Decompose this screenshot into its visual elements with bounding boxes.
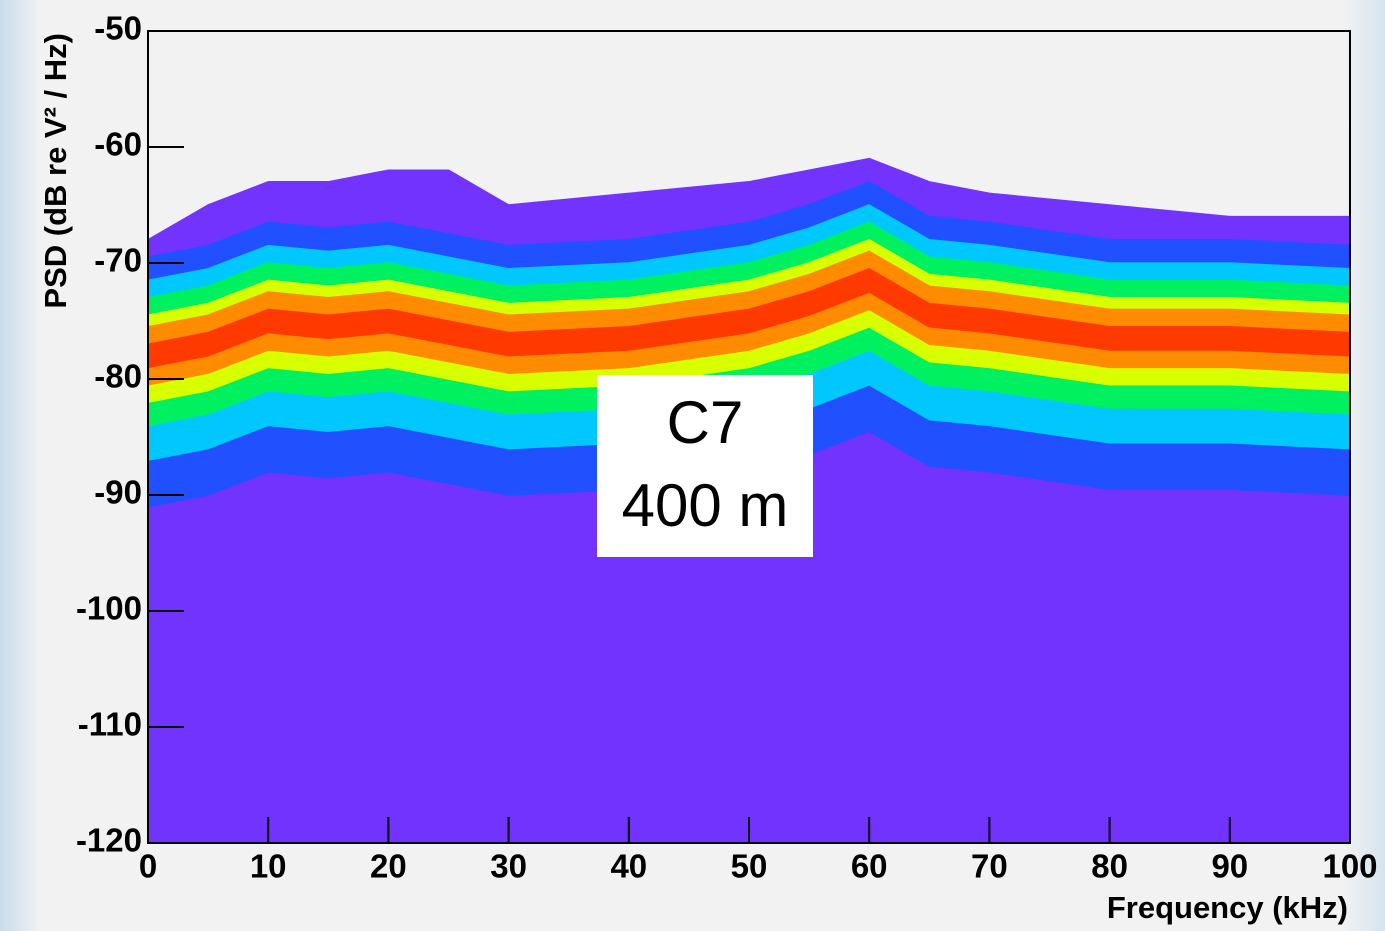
y-tick-label: -70 <box>94 242 142 279</box>
x-tick-label: 20 <box>370 848 407 885</box>
annotation-text: 400 m <box>622 472 789 539</box>
y-tick-label: -120 <box>76 822 142 859</box>
annotation-text: C7 <box>667 389 744 456</box>
annotation-box <box>597 375 813 557</box>
x-tick-label: 70 <box>971 848 1008 885</box>
axes: -120 -110 -100 -90 -80 -70 -60 -50 0 10 20 30 40 50 60… <box>76 10 1378 885</box>
y-tick-label: -80 <box>94 358 142 395</box>
x-axis-label: Frequency (kHz) <box>1107 890 1348 925</box>
x-tick-label: 90 <box>1211 848 1248 885</box>
x-tick-label: 50 <box>731 848 768 885</box>
y-tick-label: -60 <box>94 126 142 163</box>
x-tick-label: 40 <box>610 848 647 885</box>
x-tick-label: 100 <box>1322 848 1377 885</box>
x-tick-label: 60 <box>851 848 888 885</box>
y-axis-label: PSD (dB re V² / Hz) <box>38 33 73 309</box>
x-tick-label: 0 <box>139 848 157 885</box>
y-tick-label: -90 <box>94 474 142 511</box>
y-tick-label: -100 <box>76 590 142 627</box>
x-tick-label: 10 <box>250 848 287 885</box>
x-tick-label: 80 <box>1091 848 1128 885</box>
x-tick-label: 30 <box>490 848 527 885</box>
y-tick-label: -50 <box>94 10 142 47</box>
y-tick-label: -110 <box>78 706 142 743</box>
